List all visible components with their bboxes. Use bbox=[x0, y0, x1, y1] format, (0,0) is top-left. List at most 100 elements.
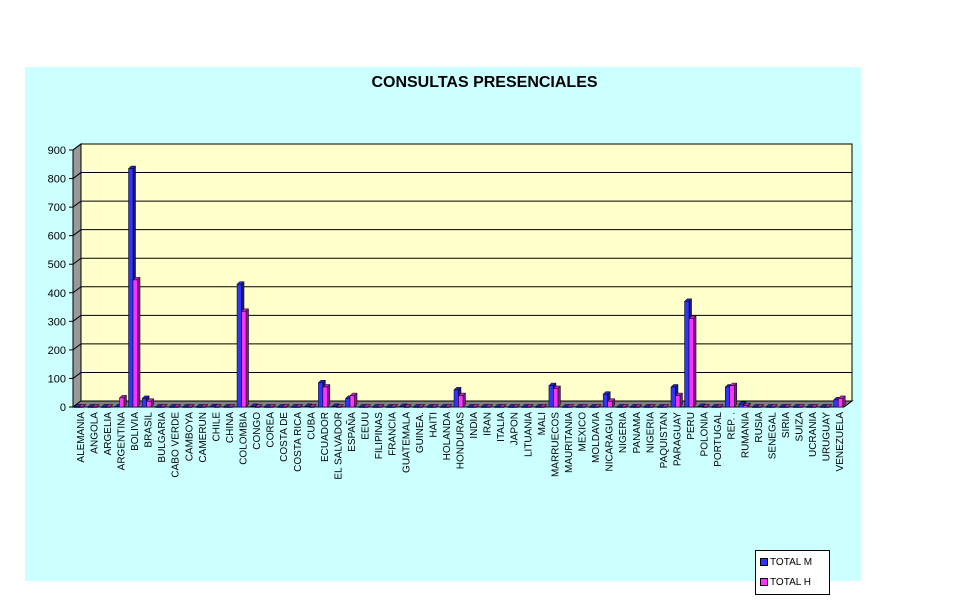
bar-side bbox=[381, 404, 385, 408]
bar-total-h-panama-41 bbox=[634, 404, 643, 408]
bar-total-h-peru-45 bbox=[688, 315, 697, 408]
x-tick-label-espa-a: ESPAÑA bbox=[345, 412, 358, 452]
x-tick-label-francia: FRANCIA bbox=[388, 412, 399, 456]
bar-front bbox=[277, 406, 283, 408]
bar-front bbox=[783, 406, 789, 408]
bar-front bbox=[431, 406, 437, 408]
bar-front bbox=[146, 401, 152, 408]
bar-total-h-japon-32 bbox=[512, 404, 521, 408]
x-tick-label-marruecos: MARRUECOS bbox=[550, 412, 561, 477]
x-tick-label-china: CHINA bbox=[225, 412, 236, 443]
y-tick-label: 100 bbox=[48, 373, 66, 385]
bar-side bbox=[788, 404, 792, 408]
x-tick-label-rep: REP. . bbox=[727, 412, 738, 440]
bar-side bbox=[733, 382, 737, 408]
bar-front bbox=[575, 406, 581, 408]
x-tick-label-bulgaria: BULGARIA bbox=[157, 412, 168, 463]
bar-front bbox=[562, 406, 568, 408]
bar-side bbox=[530, 404, 534, 408]
bar-front bbox=[114, 406, 120, 408]
bar-front bbox=[78, 406, 84, 408]
bar-front bbox=[263, 406, 269, 408]
bar-front bbox=[385, 406, 391, 408]
bar-side bbox=[408, 404, 412, 408]
bar-front bbox=[824, 406, 830, 408]
bar-side bbox=[191, 404, 195, 408]
bar-front bbox=[539, 406, 545, 408]
bar-side bbox=[639, 404, 642, 408]
bar-front bbox=[743, 405, 749, 408]
bar-total-h-espa-a-20 bbox=[349, 392, 358, 408]
x-tick-label-chile: CHILE bbox=[211, 412, 222, 442]
bar-side bbox=[557, 385, 561, 408]
x-tick-label-guinea: GUINEA. bbox=[415, 412, 426, 453]
bar-front bbox=[304, 406, 310, 408]
legend-swatch-total-h bbox=[760, 578, 768, 587]
y-tick-label: 200 bbox=[48, 345, 66, 357]
bar-total-h-holanda-27 bbox=[444, 404, 453, 408]
gridline bbox=[72, 371, 852, 379]
x-tick-label-moldavia: MOLDAVIA bbox=[591, 412, 602, 463]
bar-front bbox=[485, 406, 491, 408]
bar-total-h-argentina-3 bbox=[118, 394, 128, 408]
bar-total-h-chile-10 bbox=[213, 404, 222, 408]
bar-front bbox=[729, 385, 735, 408]
x-tick-label-ucrania: UCRANIA bbox=[808, 412, 819, 457]
bar-front bbox=[480, 406, 486, 408]
bar-total-h-costa-rica-16 bbox=[295, 404, 304, 408]
legend-item-total-h: TOTAL H bbox=[760, 577, 811, 588]
x-tick-label-haiti: HAITI bbox=[428, 412, 439, 438]
bar-front bbox=[553, 388, 559, 408]
bar-total-h-china-11 bbox=[227, 404, 236, 408]
x-tick-label-nicaragua: NICARAGUA bbox=[605, 412, 616, 472]
bar-total-h-polonia-46 bbox=[702, 404, 711, 408]
x-tick-label-italia: ITALIA bbox=[496, 412, 507, 442]
bar-total-h-rep-48 bbox=[729, 382, 738, 408]
x-tick-label-camboya: CAMBOYA bbox=[184, 412, 195, 462]
gridline bbox=[72, 229, 852, 237]
bar-total-h-siria-52 bbox=[783, 404, 792, 408]
bar-total-h-francia-23 bbox=[390, 404, 399, 408]
bar-side bbox=[476, 404, 480, 408]
bar-side bbox=[801, 404, 805, 408]
bar-front bbox=[607, 401, 613, 408]
x-tick-label-polonia: POLONIA bbox=[700, 412, 711, 457]
bar-front bbox=[101, 406, 107, 408]
bar-front bbox=[241, 311, 247, 408]
bar-side bbox=[666, 404, 670, 408]
bar-front bbox=[128, 168, 134, 408]
gridline bbox=[72, 172, 852, 179]
bar-side bbox=[259, 404, 263, 408]
bar-front bbox=[684, 301, 690, 408]
bar-front bbox=[291, 406, 297, 408]
gridline bbox=[72, 200, 852, 208]
bar-side bbox=[205, 404, 209, 408]
bar-front bbox=[250, 406, 256, 408]
x-tick-label-alemania: ALEMANIA bbox=[76, 412, 87, 463]
bar-front bbox=[214, 406, 220, 408]
bar-front bbox=[331, 406, 337, 408]
x-tick-label-el-salvador: EL SALVADOR bbox=[333, 412, 344, 480]
x-tick-label-brasil: BRASIL bbox=[144, 412, 155, 448]
gridlines bbox=[69, 143, 852, 408]
x-tick-label-cuba: CUBA bbox=[306, 412, 317, 440]
bar-side bbox=[286, 404, 290, 408]
bar-side bbox=[706, 404, 710, 408]
bar-front bbox=[209, 406, 215, 408]
bar-total-h-cabo-verde-7 bbox=[173, 404, 182, 408]
bar-front bbox=[752, 406, 758, 408]
y-tick-label: 300 bbox=[48, 316, 66, 328]
gridline bbox=[72, 314, 852, 322]
x-tick-label-congo: CONGO bbox=[252, 412, 263, 450]
bar-front bbox=[589, 406, 595, 408]
bar-total-h-lituania-33 bbox=[525, 404, 534, 408]
plot-side-wall bbox=[72, 143, 82, 408]
y-tick-label: 600 bbox=[48, 231, 66, 243]
bar-front bbox=[363, 406, 369, 408]
bar-front bbox=[281, 406, 287, 408]
x-tick-label-bolivia: BOLIVIA bbox=[130, 412, 141, 451]
bar-front bbox=[426, 406, 432, 408]
bar-total-h-guatemala-24 bbox=[403, 404, 412, 408]
bar-front bbox=[467, 406, 473, 408]
